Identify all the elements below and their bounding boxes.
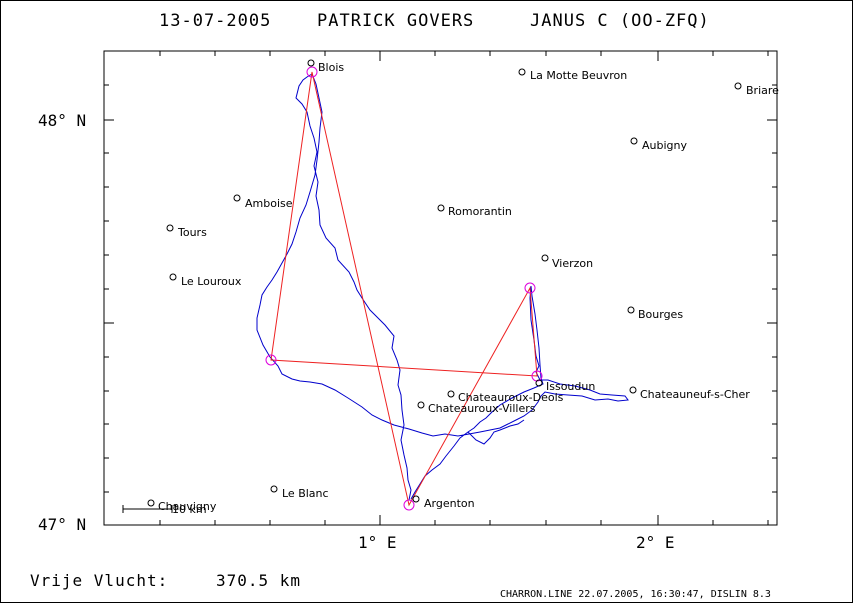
town-marker-amboise — [233, 194, 241, 202]
turnpoint-argenton — [403, 499, 415, 511]
glider-name: JANUS C (OO-ZFQ) — [530, 11, 710, 31]
town-marker-tours — [166, 224, 174, 232]
flight-track — [256, 73, 629, 501]
turnpoint-west — [265, 354, 277, 366]
scale-bar — [122, 505, 173, 513]
town-marker-chauvigny — [147, 499, 155, 507]
town-marker-le-blanc — [270, 485, 278, 493]
task-legs — [270, 71, 538, 507]
town-label-aubigny: Aubigny — [642, 139, 687, 152]
pilot-name: PATRICK GOVERS — [317, 11, 474, 31]
flight-track-detail — [467, 419, 525, 445]
turnpoint-vierzon-south — [524, 282, 536, 294]
town-label-tours: Tours — [177, 226, 207, 239]
town-marker-le-louroux — [169, 273, 177, 281]
town-marker-chateauroux-villers — [417, 401, 425, 409]
town-marker-blois — [307, 59, 315, 67]
town-label-blois: Blois — [318, 61, 344, 74]
lon-label-2e: 2° E — [636, 533, 675, 552]
map-frame — [103, 50, 778, 526]
town-marker-chateauroux-deols — [447, 390, 455, 398]
town-label-vierzon: Vierzon — [552, 257, 593, 270]
town-label-chateauroux-villers: Chateauroux-Villers — [428, 402, 536, 415]
right-ticks — [767, 84, 777, 493]
town-marker-la-motte-beuvron — [518, 68, 526, 76]
town-marker-vierzon — [541, 254, 549, 262]
lat-label-47: 47° N — [38, 515, 86, 534]
town-marker-briare — [734, 82, 742, 90]
town-label-le-louroux: Le Louroux — [181, 275, 242, 288]
town-label-argenton: Argenton — [424, 497, 475, 510]
top-ticks — [159, 51, 769, 61]
free-flight-distance: 370.5 km — [216, 571, 301, 590]
town-label-chateauroux-deols: Chateauroux-Deols — [458, 391, 564, 404]
town-marker-argenton — [412, 495, 420, 503]
credit-line: CHARRON.LINE 22.07.2005, 16:30:47, DISLI… — [500, 589, 771, 600]
town-marker-romorantin — [437, 204, 445, 212]
town-label-le-blanc: Le Blanc — [282, 487, 329, 500]
flight-date: 13-07-2005 — [159, 11, 271, 31]
town-marker-chateauneuf — [629, 386, 637, 394]
lon-label-1e: 1° E — [358, 533, 397, 552]
town-label-chauvigny: Chauvigny — [158, 500, 217, 513]
town-label-amboise: Amboise — [245, 197, 293, 210]
turnpoint-blois — [306, 66, 318, 78]
turnpoints — [265, 66, 543, 511]
town-label-bourges: Bourges — [638, 308, 683, 321]
town-label-la-motte-beuvron: La Motte Beuvron — [530, 69, 627, 82]
town-label-briare: Briare — [746, 84, 779, 97]
left-ticks — [104, 84, 114, 493]
bottom-ticks — [159, 515, 769, 525]
town-marker-aubigny — [630, 137, 638, 145]
town-label-chateauneuf: Chateauneuf-s-Cher — [640, 388, 750, 401]
town-label-romorantin: Romorantin — [448, 205, 512, 218]
town-label-issoudun: Issoudun — [546, 380, 595, 393]
town-marker-issoudun — [535, 379, 543, 387]
town-marker-bourges — [627, 306, 635, 314]
scale-bar-label: 10 km — [172, 503, 207, 516]
free-flight-label: Vrije Vlucht: — [30, 571, 168, 590]
town-markers — [147, 59, 742, 507]
lat-label-48: 48° N — [38, 111, 86, 130]
